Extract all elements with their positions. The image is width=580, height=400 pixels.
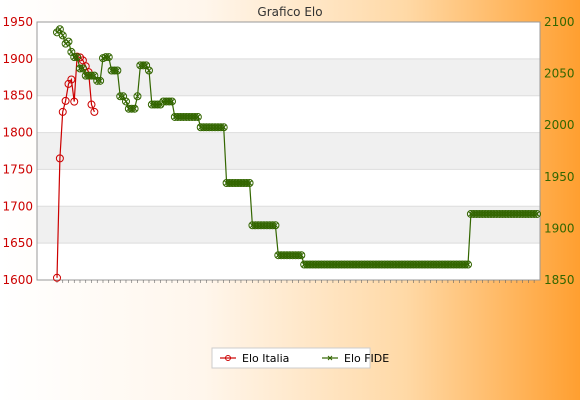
data-point bbox=[55, 154, 64, 163]
y-left-tick-label: 1800 bbox=[2, 126, 33, 140]
data-point bbox=[53, 273, 61, 282]
data-point bbox=[78, 64, 87, 73]
x-axis bbox=[56, 280, 535, 283]
legend-items: Elo Italia Elo FIDE bbox=[220, 352, 389, 365]
data-point bbox=[73, 53, 82, 62]
data-point bbox=[61, 96, 70, 105]
y-left-tick-label: 1750 bbox=[2, 162, 33, 176]
y-axis-right: 1850 1900 1950 2000 2050 2100 bbox=[544, 15, 575, 287]
data-point bbox=[104, 53, 113, 62]
plot-band bbox=[37, 22, 540, 59]
series-line bbox=[56, 55, 95, 278]
data-point bbox=[533, 209, 541, 218]
y-left-tick-label: 1650 bbox=[2, 236, 33, 250]
plot-band bbox=[37, 132, 540, 170]
series-layer bbox=[53, 25, 541, 282]
y-left-tick-label: 1700 bbox=[2, 199, 33, 213]
plot-band bbox=[37, 169, 540, 207]
legend-label: Elo FIDE bbox=[344, 352, 389, 365]
y-left-tick-label: 1600 bbox=[2, 273, 33, 287]
legend-item: Elo Italia bbox=[220, 352, 289, 365]
data-point bbox=[144, 66, 153, 75]
data-point bbox=[70, 97, 79, 106]
plot-frame bbox=[36, 21, 541, 281]
legend-box bbox=[211, 347, 371, 369]
data-point bbox=[133, 92, 142, 101]
data-point bbox=[58, 31, 67, 40]
y-right-tick-label: 1950 bbox=[544, 170, 575, 184]
y-left-tick-label: 1950 bbox=[2, 15, 33, 29]
data-point bbox=[297, 251, 306, 260]
plot-band bbox=[37, 58, 540, 96]
y-right-tick-label: 2050 bbox=[544, 67, 575, 81]
y-right-tick-label: 2000 bbox=[544, 118, 575, 132]
series-elo-fide bbox=[53, 25, 541, 269]
data-point bbox=[64, 79, 73, 88]
y-right-tick-label: 1850 bbox=[544, 273, 575, 287]
data-point bbox=[193, 112, 202, 121]
data-point bbox=[219, 123, 228, 132]
legend-item: Elo FIDE bbox=[322, 352, 389, 365]
y-right-tick-label: 1900 bbox=[544, 221, 575, 235]
data-point bbox=[67, 75, 76, 84]
data-point bbox=[121, 97, 130, 106]
y-axis-left: 1600 1650 1700 1750 1800 1850 1900 1950 bbox=[2, 15, 33, 287]
data-point bbox=[64, 37, 73, 46]
legend-label: Elo Italia bbox=[242, 352, 289, 365]
y-left-tick-label: 1850 bbox=[2, 89, 33, 103]
data-point bbox=[87, 100, 96, 109]
y-right-tick-label: 2100 bbox=[544, 15, 575, 29]
data-point bbox=[58, 107, 67, 116]
data-point bbox=[96, 76, 105, 85]
chart-title: Grafico Elo bbox=[257, 5, 322, 19]
data-point bbox=[167, 97, 176, 106]
legend: Elo Italia Elo FIDE bbox=[211, 347, 389, 369]
data-point bbox=[271, 221, 280, 230]
data-point bbox=[90, 107, 99, 116]
data-point bbox=[130, 104, 139, 113]
data-point bbox=[113, 66, 122, 75]
plot-band bbox=[37, 206, 540, 244]
data-point bbox=[464, 260, 473, 269]
data-point bbox=[245, 178, 254, 187]
plot-band bbox=[37, 95, 540, 133]
y-left-tick-label: 1900 bbox=[2, 52, 33, 66]
plot-bands bbox=[37, 22, 540, 280]
